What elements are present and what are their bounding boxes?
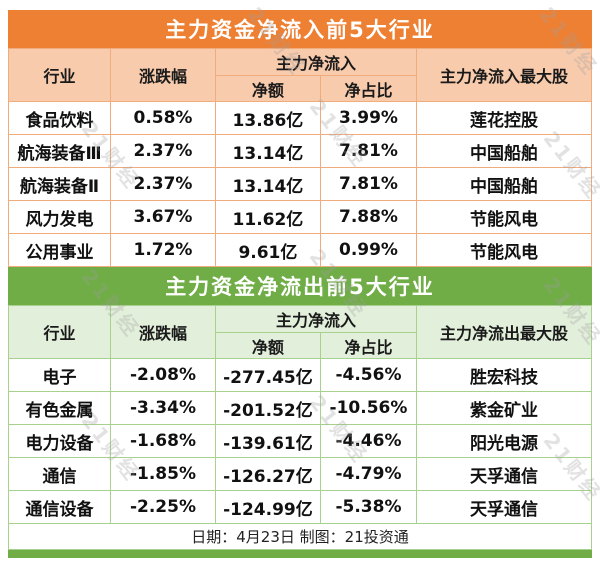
cell-net-ratio: -5.38% bbox=[319, 490, 418, 524]
cell-net-ratio: -4.79% bbox=[319, 457, 418, 491]
inflow-col-header-net-ratio: 净占比 bbox=[319, 75, 418, 102]
table-row: 航海装备Ⅱ 2.37% 13.14亿 7.81% 中国船舶 bbox=[7, 167, 592, 201]
cell-net-amount: 9.61亿 bbox=[214, 233, 321, 267]
inflow-col-header-industry: 行业 bbox=[7, 48, 112, 102]
cell-net-ratio: 7.81% bbox=[319, 134, 418, 168]
cell-industry: 风力发电 bbox=[7, 200, 112, 234]
outflow-col-header-top-stock: 主力净流出最大股 bbox=[416, 305, 592, 359]
cell-industry: 电力设备 bbox=[7, 424, 112, 458]
table-row: 航海装备Ⅲ 2.37% 13.14亿 7.81% 中国船舶 bbox=[7, 134, 592, 168]
cell-top-stock: 节能风电 bbox=[416, 200, 592, 234]
cell-net-ratio: 0.99% bbox=[319, 233, 418, 267]
outflow-title-bar: 主力资金净流出前5大行业 bbox=[8, 267, 592, 305]
outflow-header-row: 行业 涨跌幅 主力净流入 主力净流出最大股 bbox=[7, 305, 592, 359]
cell-industry: 公用事业 bbox=[7, 233, 112, 267]
inflow-table: 行业 涨跌幅 主力净流入 主力净流入最大股 净额 净占比 食品饮料 0.58% … bbox=[7, 48, 592, 267]
cell-net-ratio: -4.46% bbox=[319, 424, 418, 458]
cell-change: -1.68% bbox=[110, 424, 216, 458]
cell-top-stock: 紫金矿业 bbox=[416, 391, 592, 425]
footer-credit: 日期：4月23日 制图：21投资通 bbox=[8, 523, 592, 550]
cell-top-stock: 中国船舶 bbox=[416, 134, 592, 168]
cell-top-stock: 节能风电 bbox=[416, 233, 592, 267]
table-row: 电力设备 -1.68% -139.61亿 -4.46% 阳光电源 bbox=[7, 424, 592, 458]
cell-change: 1.72% bbox=[110, 233, 216, 267]
cell-top-stock: 中国船舶 bbox=[416, 167, 592, 201]
cell-net-ratio: -4.56% bbox=[319, 358, 418, 392]
cell-industry: 航海装备Ⅱ bbox=[7, 167, 112, 201]
inflow-subheader-row: 净额 净占比 bbox=[9, 75, 592, 102]
cell-change: 2.37% bbox=[110, 167, 216, 201]
cell-net-amount: -139.61亿 bbox=[214, 424, 321, 458]
outflow-col-header-industry: 行业 bbox=[7, 305, 112, 359]
infographic-board: 主力资金净流入前5大行业 行业 涨跌幅 主力净流入 主力净流入最大股 净额 净占… bbox=[7, 10, 592, 558]
cell-net-amount: 13.14亿 bbox=[214, 167, 321, 201]
cell-net-amount: 13.86亿 bbox=[214, 101, 321, 135]
outflow-col-header-net-amount: 净额 bbox=[214, 332, 321, 359]
cell-change: -2.08% bbox=[110, 358, 216, 392]
table-row: 通信 -1.85% -126.27亿 -4.79% 天孚通信 bbox=[7, 457, 592, 491]
cell-change: 3.67% bbox=[110, 200, 216, 234]
inflow-col-header-net-amount: 净额 bbox=[214, 75, 321, 102]
cell-net-amount: 13.14亿 bbox=[214, 134, 321, 168]
cell-net-ratio: 7.81% bbox=[319, 167, 418, 201]
cell-change: 2.37% bbox=[110, 134, 216, 168]
cell-top-stock: 莲花控股 bbox=[416, 101, 592, 135]
cell-industry: 电子 bbox=[7, 358, 112, 392]
table-row: 公用事业 1.72% 9.61亿 0.99% 节能风电 bbox=[7, 233, 592, 267]
cell-industry: 通信 bbox=[7, 457, 112, 491]
outflow-table: 行业 涨跌幅 主力净流入 主力净流出最大股 净额 净占比 电子 -2.08% -… bbox=[7, 305, 592, 550]
cell-industry: 航海装备Ⅲ bbox=[7, 134, 112, 168]
cell-change: -1.85% bbox=[110, 457, 216, 491]
cell-top-stock: 天孚通信 bbox=[416, 457, 592, 491]
table-row: 电子 -2.08% -277.45亿 -4.56% 胜宏科技 bbox=[7, 358, 592, 392]
cell-net-amount: 11.62亿 bbox=[214, 200, 321, 234]
outflow-col-header-change: 涨跌幅 bbox=[110, 305, 216, 359]
footer-row: 日期：4月23日 制图：21投资通 bbox=[8, 523, 592, 550]
cell-change: -2.25% bbox=[110, 490, 216, 524]
cell-net-amount: -126.27亿 bbox=[214, 457, 321, 491]
cell-top-stock: 阳光电源 bbox=[416, 424, 592, 458]
cell-industry: 食品饮料 bbox=[7, 101, 112, 135]
cell-net-ratio: 7.88% bbox=[319, 200, 418, 234]
cell-net-ratio: -10.56% bbox=[319, 391, 418, 425]
inflow-header-row: 行业 涨跌幅 主力净流入 主力净流入最大股 bbox=[7, 48, 592, 102]
cell-industry: 有色金属 bbox=[7, 391, 112, 425]
cell-net-ratio: 3.99% bbox=[319, 101, 418, 135]
cell-change: -3.34% bbox=[110, 391, 216, 425]
cell-net-amount: -201.52亿 bbox=[214, 391, 321, 425]
inflow-col-header-change: 涨跌幅 bbox=[110, 48, 216, 102]
table-row: 风力发电 3.67% 11.62亿 7.88% 节能风电 bbox=[7, 200, 592, 234]
table-row: 食品饮料 0.58% 13.86亿 3.99% 莲花控股 bbox=[7, 101, 592, 135]
inflow-col-header-netflow-group: 主力净流入 bbox=[214, 48, 418, 76]
cell-change: 0.58% bbox=[110, 101, 216, 135]
outflow-col-header-net-ratio: 净占比 bbox=[319, 332, 418, 359]
table-row: 有色金属 -3.34% -201.52亿 -10.56% 紫金矿业 bbox=[7, 391, 592, 425]
cell-net-amount: -124.99亿 bbox=[214, 490, 321, 524]
inflow-col-header-top-stock: 主力净流入最大股 bbox=[416, 48, 592, 102]
cell-net-amount: -277.45亿 bbox=[214, 358, 321, 392]
outflow-col-header-netflow-group: 主力净流入 bbox=[214, 305, 418, 333]
cell-industry: 通信设备 bbox=[7, 490, 112, 524]
inflow-title-bar: 主力资金净流入前5大行业 bbox=[8, 10, 592, 48]
cell-top-stock: 天孚通信 bbox=[416, 490, 592, 524]
bottom-accent-bar bbox=[8, 550, 592, 558]
cell-top-stock: 胜宏科技 bbox=[416, 358, 592, 392]
table-row: 通信设备 -2.25% -124.99亿 -5.38% 天孚通信 bbox=[7, 490, 592, 524]
